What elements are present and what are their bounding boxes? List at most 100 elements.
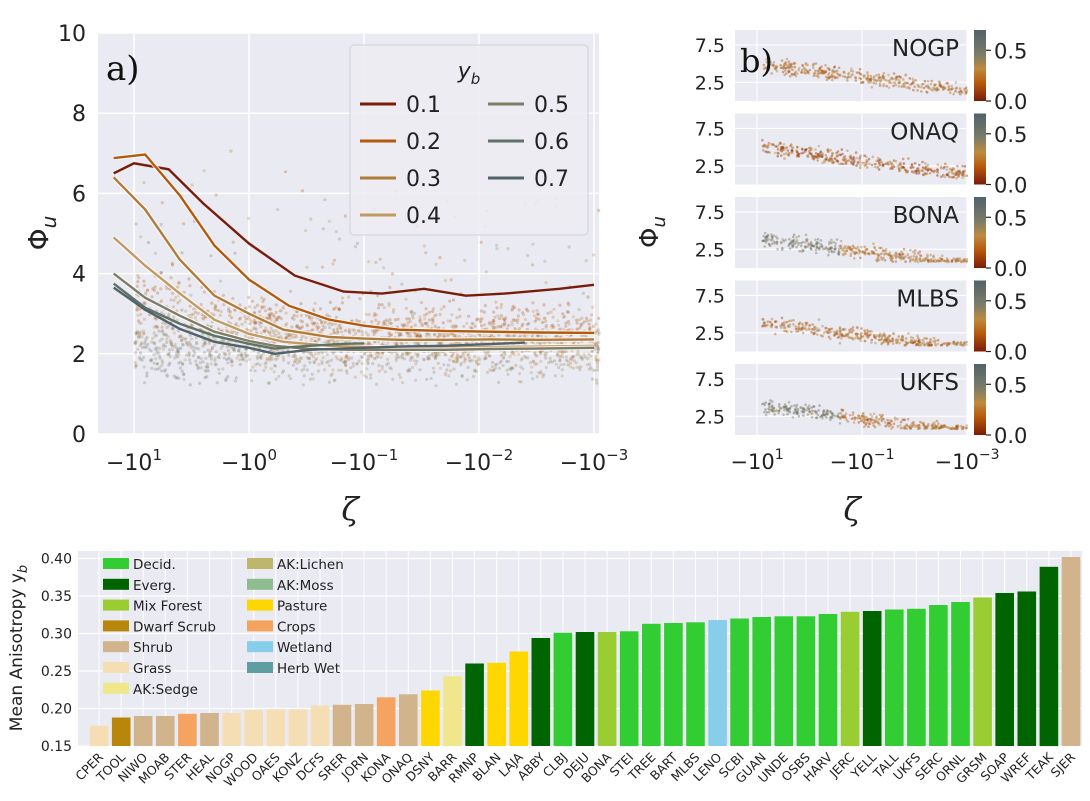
scatter-point [502,317,506,321]
scatter-point [162,369,166,373]
scatter-point [277,331,281,335]
scatter-point [340,359,344,363]
scatter-point [283,170,288,174]
scatter-point [840,334,844,338]
scatter-point [189,344,193,348]
scatter-point [783,326,787,330]
scatter-point [451,359,455,363]
y-tick-label: 2 [72,343,86,368]
scatter-point [826,149,829,152]
scatter-point [431,366,436,370]
scatter-point [908,87,911,90]
scatter-point [833,76,837,80]
scatter-point [136,319,141,323]
scatter-point [785,57,789,61]
scatter-point [596,344,600,348]
scatter-point [936,174,939,177]
scatter-point [541,375,545,379]
scatter-point [348,331,352,335]
scatter-point [862,411,865,415]
scatter-point [441,321,445,325]
scatter-point [170,344,174,348]
scatter-point [766,150,769,154]
scatter-point [804,150,807,153]
scatter-point [143,381,147,385]
scatter-point [259,355,263,359]
scatter-point [491,360,495,365]
scatter-point [851,411,855,415]
scatter-point [366,342,370,346]
scatter-point [535,334,539,338]
scatter-point [195,342,199,346]
scatter-point [284,336,288,340]
scatter-point [519,358,524,362]
scatter-point [431,309,435,313]
scatter-point [859,163,862,167]
scatter-point [208,350,212,354]
scatter-point [943,165,946,169]
scatter-point [172,298,176,302]
scatter-point [396,355,400,360]
y-tick-label: 4 [72,263,86,288]
scatter-point [885,84,888,88]
scatter-point [795,149,798,152]
scatter-point [388,366,392,370]
scatter-point [340,301,344,305]
scatter-point [152,361,156,365]
scatter-point [921,167,925,170]
scatter-point [176,329,180,333]
scatter-point [334,355,338,359]
scatter-point [872,75,876,79]
scatter-point [376,354,380,358]
scatter-point [577,352,581,356]
scatter-point [151,287,155,291]
scatter-point [561,351,565,355]
scatter-point [866,333,869,337]
scatter-point [217,367,221,371]
scatter-point [861,420,864,423]
scatter-point [167,353,171,357]
scatter-point [138,330,142,334]
scatter-point [771,143,775,146]
scatter-point [929,82,933,86]
scatter-point [795,330,798,333]
scatter-point [588,325,592,330]
scatter-point [842,156,845,159]
panel-c: 0.150.200.250.300.350.40 CPERTOOLNIWOMOA… [7,551,1082,790]
scatter-point [781,70,785,74]
scatter-point [198,361,202,365]
scatter-point [434,313,438,317]
scatter-point [781,322,784,325]
scatter-point [536,312,540,316]
scatter-point [206,369,210,373]
scatter-point [459,363,463,367]
x-tick-label: −10−3 [560,446,629,476]
scatter-point [537,317,541,321]
scatter-point [559,363,563,367]
scatter-point [517,308,521,312]
scatter-point [918,250,922,254]
scatter-point [179,360,183,364]
scatter-point [232,348,236,352]
scatter-point [849,246,853,249]
scatter-point [512,334,516,338]
scatter-point [922,423,925,426]
scatter-point [492,319,496,323]
scatter-point [377,369,381,373]
scatter-point [918,340,921,344]
scatter-point [596,359,600,363]
scatter-point [206,348,210,352]
subplot-site-label: NOGP [892,36,959,62]
scatter-point [520,324,524,328]
scatter-point [827,253,830,257]
scatter-point [162,343,166,347]
scatter-point [397,372,401,377]
scatter-point [564,324,568,328]
scatter-point [811,156,814,160]
scatter-point [827,250,831,254]
scatter-point [140,335,144,339]
scatter-point [816,413,820,417]
scatter-point [227,309,231,313]
scatter-point [216,308,220,312]
scatter-point [596,347,600,351]
